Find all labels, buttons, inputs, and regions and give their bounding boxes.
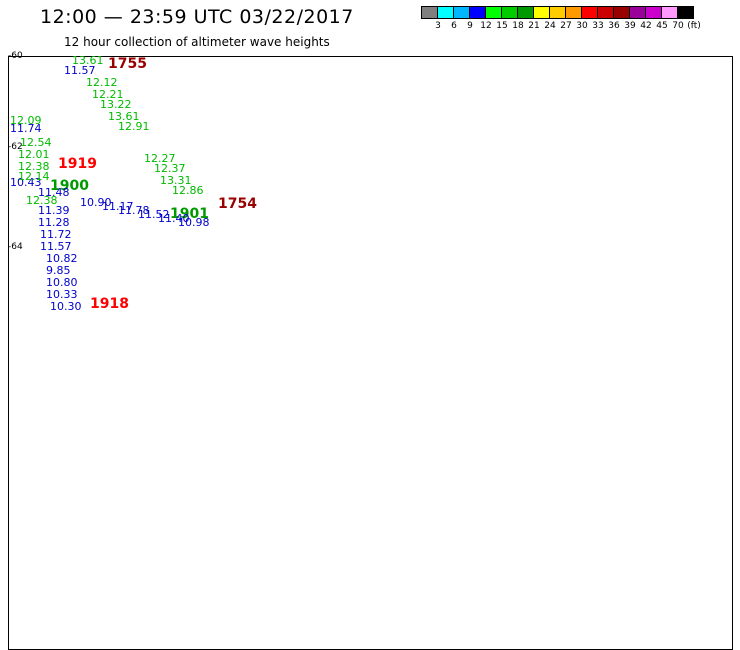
jason3-label: 12.27 bbox=[144, 152, 176, 165]
color-legend bbox=[421, 6, 694, 19]
chart-title: 12:00 — 23:59 UTC 03/22/2017 bbox=[40, 6, 354, 28]
jason2-label: 11.57 bbox=[64, 64, 96, 77]
legend-swatch bbox=[469, 6, 486, 19]
legend-label: 30 bbox=[576, 21, 588, 31]
legend-label: 21 bbox=[528, 21, 540, 31]
jason2-label: 11.74 bbox=[10, 122, 42, 135]
legend-swatch bbox=[453, 6, 470, 19]
time-label: 1755 bbox=[108, 56, 147, 72]
legend-label: 70 bbox=[672, 21, 684, 31]
time-label: 1754 bbox=[218, 196, 257, 212]
jason3-label: 13.22 bbox=[100, 98, 132, 111]
legend-label: 36 bbox=[608, 21, 620, 31]
lat-label: -64 bbox=[8, 242, 23, 252]
jason3-label: 13.31 bbox=[160, 174, 192, 187]
legend-label: 9 bbox=[467, 21, 473, 31]
jason3-label: 13.61 bbox=[108, 110, 140, 123]
jason2-label: 11.52 bbox=[138, 208, 170, 221]
time-label: 1901 bbox=[170, 206, 209, 222]
jason2-label: 11.48 bbox=[38, 186, 70, 199]
legend-swatch bbox=[517, 6, 534, 19]
legend-swatch bbox=[661, 6, 678, 19]
legend-label: (ft) bbox=[687, 21, 701, 31]
legend-swatch bbox=[485, 6, 502, 19]
jason3-label: 12.38 bbox=[26, 194, 58, 207]
jason2-label: 11.57 bbox=[40, 240, 72, 253]
legend-swatch bbox=[565, 6, 582, 19]
jason3-label: 12.21 bbox=[92, 88, 124, 101]
jason2-label: 10.98 bbox=[178, 216, 210, 229]
jason2-label: 10.90 bbox=[80, 196, 112, 209]
jason2-label: 9.85 bbox=[46, 264, 71, 277]
jason3-label: 12.01 bbox=[18, 148, 50, 161]
time-label: 1919 bbox=[58, 156, 97, 172]
legend-swatch bbox=[549, 6, 566, 19]
legend-label: 15 bbox=[496, 21, 508, 31]
jason2-label: 10.82 bbox=[46, 252, 78, 265]
legend-label: 18 bbox=[512, 21, 524, 31]
legend-label: 3 bbox=[435, 21, 441, 31]
jason3-label: 12.86 bbox=[172, 184, 204, 197]
map-area: -60 -62 -64 1755 1919 1900 1754 1901 191… bbox=[8, 51, 733, 650]
jason3-label: 12.91 bbox=[118, 120, 150, 133]
jason2-label: 11.17 bbox=[102, 200, 134, 213]
legend-label: 27 bbox=[560, 21, 572, 31]
legend-label: 45 bbox=[656, 21, 668, 31]
color-legend-labels: 3 6 9 12 15 18 21 24 27 30 33 36 39 42 45 70 (ft) bbox=[422, 21, 740, 33]
legend-swatch bbox=[645, 6, 662, 19]
jason2-label: 11.40 bbox=[158, 212, 190, 225]
legend-swatch bbox=[581, 6, 598, 19]
legend-label: 42 bbox=[640, 21, 652, 31]
jason2-label: 10.30 bbox=[50, 300, 82, 313]
legend-label: 12 bbox=[480, 21, 492, 31]
chart-subtitle: 12 hour collection of altimeter wave hei… bbox=[64, 35, 330, 49]
jason3-label: 12.12 bbox=[86, 76, 118, 89]
jason3-label: 12.37 bbox=[154, 162, 186, 175]
legend-label: 39 bbox=[624, 21, 636, 31]
jason2-label: 10.33 bbox=[46, 288, 78, 301]
map-frame bbox=[8, 56, 733, 650]
legend-swatch bbox=[501, 6, 518, 19]
legend-swatch bbox=[533, 6, 550, 19]
jason2-label: 10.43 bbox=[10, 176, 42, 189]
legend-swatch bbox=[677, 6, 694, 19]
time-label: 1900 bbox=[50, 178, 89, 194]
legend-swatch bbox=[437, 6, 454, 19]
jason2-label: 10.80 bbox=[46, 276, 78, 289]
legend-swatch bbox=[597, 6, 614, 19]
jason3-label: 12.38 bbox=[18, 160, 50, 173]
jason2-label: 11.78 bbox=[118, 204, 150, 217]
jason3-label: 12.54 bbox=[20, 136, 52, 149]
legend-label: 24 bbox=[544, 21, 556, 31]
jason3-label: 12.09 bbox=[10, 114, 42, 127]
jason2-label: 11.39 bbox=[38, 204, 70, 217]
jason2-label: 11.28 bbox=[38, 216, 70, 229]
jason2-label: 11.72 bbox=[40, 228, 72, 241]
jason3-label: 12.14 bbox=[18, 170, 50, 183]
lat-label: -60 bbox=[8, 51, 23, 61]
legend-label: 6 bbox=[451, 21, 457, 31]
legend-swatch bbox=[421, 6, 438, 19]
time-label: 1918 bbox=[90, 296, 129, 312]
legend-swatch bbox=[629, 6, 646, 19]
legend-label: 33 bbox=[592, 21, 604, 31]
lat-label: -62 bbox=[8, 142, 23, 152]
legend-swatch bbox=[613, 6, 630, 19]
jason3-label: 13.61 bbox=[72, 54, 104, 67]
